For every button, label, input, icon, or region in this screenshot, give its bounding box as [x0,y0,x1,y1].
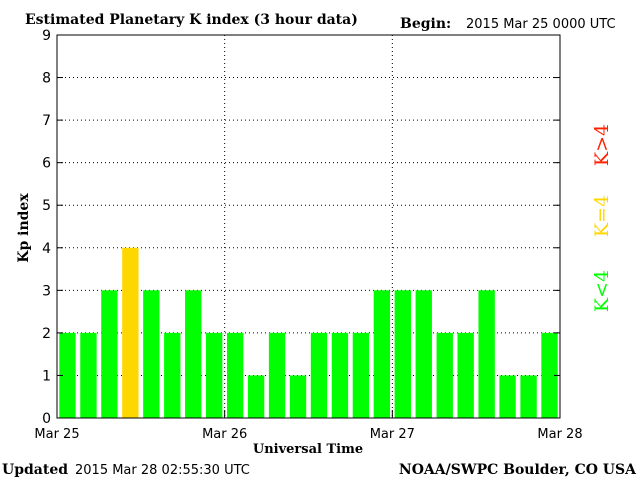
kp-bar [226,332,244,418]
kp-bar [143,290,160,418]
kp-bar [206,332,223,418]
legend-low: K<4 [591,270,613,312]
y-tick-label: 2 [42,326,51,342]
begin-value: 2015 Mar 25 0000 UTC [466,17,616,32]
axes: 0 1 2 3 4 5 6 7 8 9 Mar 25 Mar 26 Mar 27 Mar 28 [34,28,582,442]
kp-bar [80,332,97,418]
kp-bar [101,290,118,418]
x-tick-label: Mar 27 [370,427,415,442]
kp-bar [164,332,181,418]
plot-frame [56,34,561,419]
kp-bar [520,375,537,418]
y-tick-label: 6 [42,156,51,172]
y-tick-label: 3 [42,283,51,299]
kp-bar [415,290,432,418]
kp-bar [122,247,139,418]
kp-bar [268,332,286,418]
legend-high: K>4 [591,124,613,166]
y-axis-label: Kp index [16,193,32,263]
y-tick-label: 7 [42,113,51,129]
bars [59,247,558,418]
y-tick-label: 4 [42,241,51,257]
kp-bar [394,290,411,418]
begin-label: Begin: [400,16,451,32]
chart-title: Estimated Planetary K index (3 hour data… [25,12,358,28]
x-axis-label: Universal Time [253,442,363,457]
kp-bar [478,290,495,418]
y-tick-label: 8 [42,71,51,87]
updated-value: 2015 Mar 28 02:55:30 UTC [75,463,250,478]
kp-bar [352,332,370,418]
updated-label: Updated [2,462,68,478]
kp-bar [457,332,474,418]
legend-equal: K=4 [591,195,613,237]
y-tick-label: 1 [42,368,51,384]
kp-bar [185,290,202,418]
y-tick-label: 5 [42,198,51,214]
kp-bar [499,375,516,418]
kp-bar [541,332,558,418]
credit: NOAA/SWPC Boulder, CO USA [399,462,637,478]
x-tick-label: Mar 26 [202,427,247,442]
kp-bar [289,375,307,418]
kp-bar [59,332,76,418]
kp-bar [310,332,328,418]
kp-bar [436,332,453,418]
y-tick-label: 9 [42,28,51,44]
kp-bar [247,375,265,418]
y-tick-label: 0 [42,411,51,427]
kp-bar [331,332,349,418]
kp-bar [373,290,391,418]
x-tick-label: Mar 25 [34,427,79,442]
x-tick-label: Mar 28 [537,427,582,442]
